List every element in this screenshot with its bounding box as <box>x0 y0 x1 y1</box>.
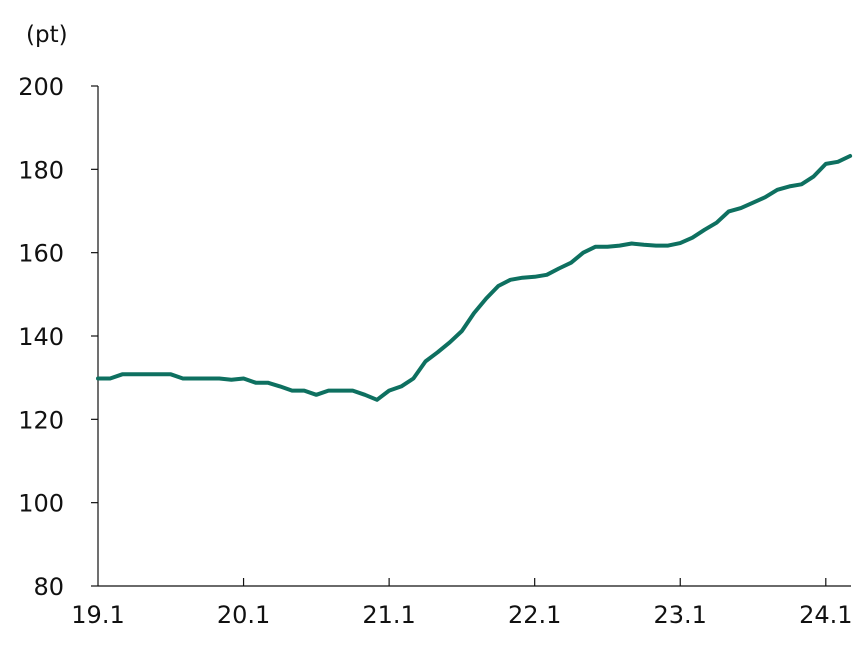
y-tick-label: 200 <box>18 73 64 101</box>
y-axis: 80 100 120 140 160 180 200 <box>18 73 99 601</box>
x-tick-label: 23.1 <box>654 601 707 629</box>
y-tick-label: 180 <box>18 156 64 184</box>
y-tick-label: 80 <box>33 573 64 601</box>
x-axis: 19.1 20.1 21.1 22.1 23.1 24.1 <box>71 578 853 629</box>
x-tick-label: 21.1 <box>362 601 415 629</box>
y-tick-label: 160 <box>18 240 64 268</box>
series-group <box>96 154 853 402</box>
x-tick-label: 24.1 <box>799 601 852 629</box>
x-tick-label: 22.1 <box>508 601 561 629</box>
y-tick-label: 120 <box>18 406 64 434</box>
x-tick-label: 19.1 <box>71 601 124 629</box>
y-axis-unit-label: (pt) <box>26 22 68 48</box>
series-line <box>96 154 853 402</box>
x-tick-label: 20.1 <box>217 601 270 629</box>
y-tick-label: 100 <box>18 490 64 518</box>
y-tick-label: 140 <box>18 323 64 351</box>
